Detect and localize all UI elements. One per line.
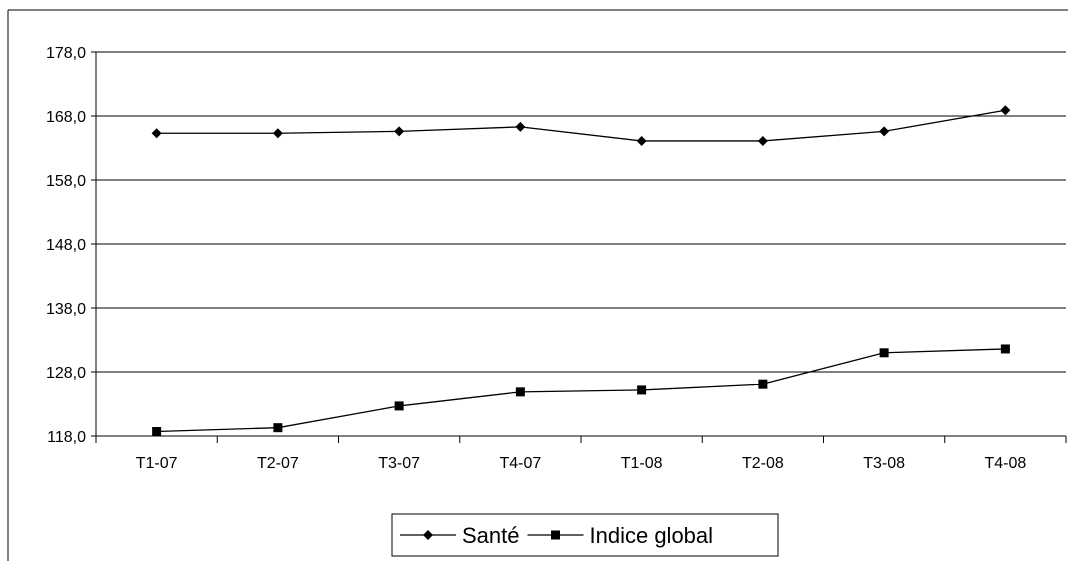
diamond-marker (1000, 105, 1011, 116)
y-tick-label: 148,0 (46, 237, 86, 254)
square-marker (515, 387, 525, 397)
legend-label-0: Santé (462, 523, 520, 548)
y-tick-label: 158,0 (46, 173, 86, 190)
legend-label-1: Indice global (590, 523, 714, 548)
square-marker (394, 401, 404, 411)
x-tick-label: T1-08 (621, 455, 663, 472)
square-marker (879, 348, 889, 358)
square-marker (273, 423, 283, 433)
square-marker (551, 530, 560, 540)
y-tick-label: 118,0 (47, 429, 86, 446)
y-tick-label: 168,0 (46, 109, 86, 126)
y-tick-label: 128,0 (46, 365, 86, 382)
diamond-marker (272, 128, 283, 139)
x-tick-label: T4-08 (984, 455, 1026, 472)
grid-layer (96, 51, 1066, 437)
axis-layer: 118,0 128,0 138,0 148,0 158,0 168,0 178,0 T1-07… (46, 45, 1067, 472)
x-tick-label: T1-07 (136, 455, 178, 472)
x-tick-label: T2-07 (257, 455, 299, 472)
diamond-marker (879, 126, 890, 137)
x-tick-label: T4-07 (499, 455, 541, 472)
diamond-marker (394, 126, 405, 137)
diamond-marker (757, 135, 768, 146)
square-marker (758, 379, 768, 389)
legend: Santé Indice global (391, 513, 779, 557)
series-layer (151, 105, 1011, 437)
square-marker (637, 385, 647, 395)
x-tick-label: T3-07 (378, 455, 420, 472)
square-marker (1000, 344, 1010, 354)
diamond-marker (151, 128, 162, 139)
series-line-indice-global (156, 348, 1006, 433)
diamond-marker (636, 135, 647, 146)
square-marker (152, 427, 162, 437)
series-line-sante (156, 109, 1006, 142)
legend-box (391, 513, 779, 557)
y-tick-label: 178,0 (46, 45, 86, 62)
x-tick-label: T2-08 (742, 455, 784, 472)
diamond-marker (515, 121, 526, 132)
x-tick-label: T3-08 (863, 455, 905, 472)
y-tick-label: 138,0 (46, 301, 86, 318)
diamond-marker (423, 530, 433, 540)
